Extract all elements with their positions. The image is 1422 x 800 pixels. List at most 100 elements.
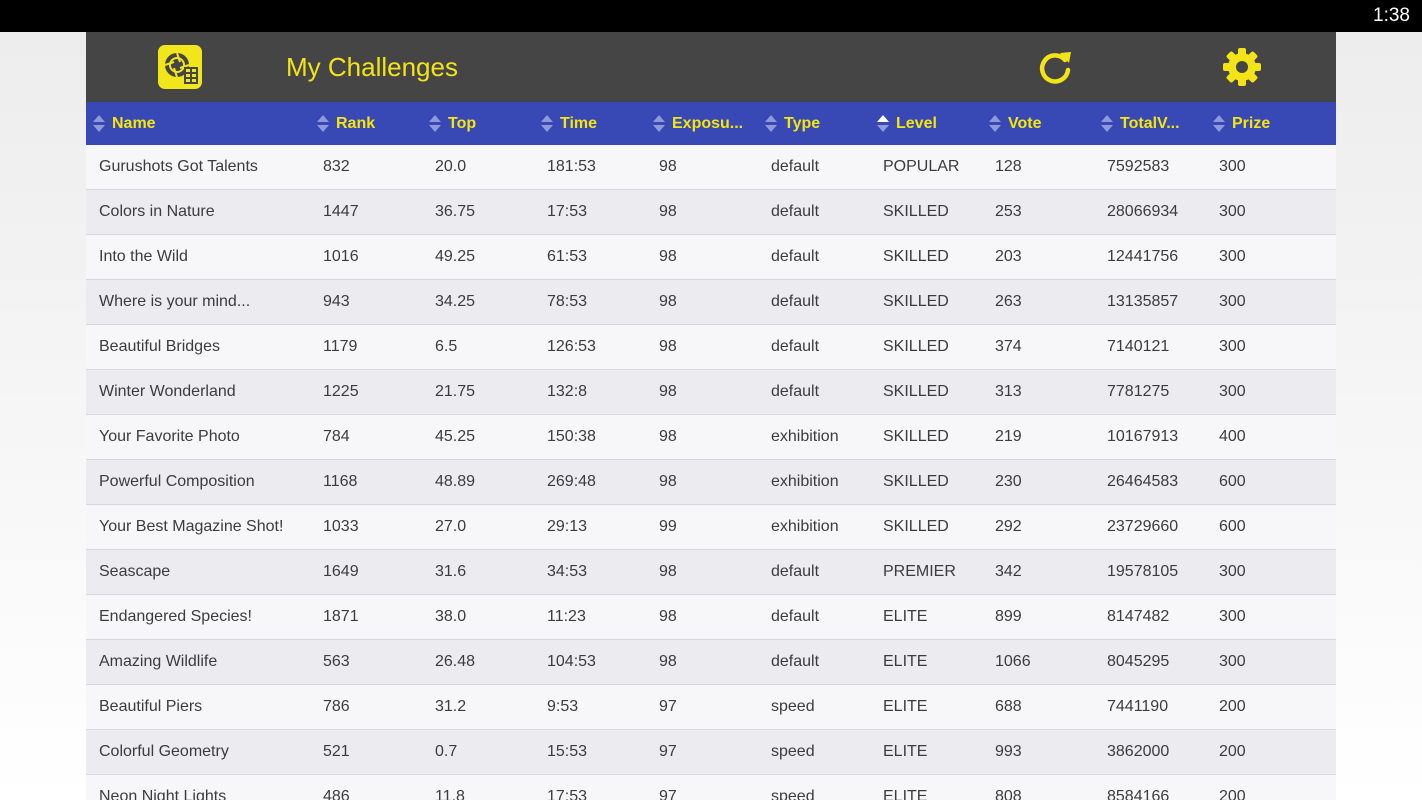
column-header-rank[interactable]: Rank: [310, 102, 375, 145]
table-row[interactable]: Into the Wild 1016 49.25 61:53 98 default SKIL…: [86, 235, 1336, 280]
cell-total-votes: 7592583: [1107, 158, 1170, 175]
column-header-exposure[interactable]: Exposu...: [646, 102, 743, 145]
cell-top: 34.25: [435, 293, 476, 310]
status-clock: 1:38: [1373, 5, 1410, 26]
column-header-top[interactable]: Top: [422, 102, 476, 145]
column-header-total-votes[interactable]: TotalV...: [1094, 102, 1180, 145]
column-header-name[interactable]: Name: [86, 102, 156, 145]
table-row[interactable]: Colorful Geometry 521 0.7 15:53 97 speed ELITE…: [86, 730, 1336, 775]
sort-icon: [429, 115, 441, 132]
column-header-label: Prize: [1232, 115, 1271, 132]
cell-top: 26.48: [435, 653, 476, 670]
column-header-time[interactable]: Time: [534, 102, 597, 145]
cell-name: Beautiful Bridges: [99, 338, 220, 355]
cell-vote: 313: [995, 383, 1022, 400]
table-row[interactable]: Neon Night Lights 486 11.8 17:53 97 speed ELIT…: [86, 775, 1336, 800]
cell-rank: 1179: [323, 338, 358, 355]
cell-level: ELITE: [883, 608, 928, 625]
column-header-label: Name: [112, 115, 156, 132]
cell-prize: 600: [1219, 518, 1246, 535]
cell-rank: 521: [323, 743, 350, 760]
cell-time: 126:53: [547, 338, 596, 355]
cell-exposure: 98: [659, 158, 677, 175]
table-row[interactable]: Winter Wonderland 1225 21.75 132:8 98 default…: [86, 370, 1336, 415]
cell-time: 9:53: [547, 698, 579, 715]
cell-time: 181:53: [547, 158, 596, 175]
cell-exposure: 98: [659, 473, 677, 490]
refresh-icon[interactable]: [1034, 46, 1076, 88]
gear-icon[interactable]: [1220, 45, 1264, 89]
column-header-level[interactable]: Level: [870, 102, 937, 145]
cell-vote: 899: [995, 608, 1022, 625]
cell-prize: 300: [1219, 383, 1246, 400]
table-row[interactable]: Where is your mind... 943 34.25 78:53 98 defa…: [86, 280, 1336, 325]
cell-rank: 1168: [323, 473, 358, 490]
cell-prize: 200: [1219, 698, 1246, 715]
cell-prize: 400: [1219, 428, 1246, 445]
cell-type: speed: [771, 698, 815, 715]
cell-rank: 1871: [323, 608, 359, 625]
cell-total-votes: 23729660: [1107, 518, 1179, 535]
camera-aperture-logo-icon[interactable]: [158, 45, 202, 89]
cell-name: Endangered Species!: [99, 608, 252, 625]
column-header-vote[interactable]: Vote: [982, 102, 1041, 145]
cell-prize: 300: [1219, 158, 1246, 175]
cell-exposure: 97: [659, 743, 677, 760]
cell-top: 11.8: [435, 788, 465, 800]
status-bar: 1:38: [0, 0, 1422, 32]
cell-exposure: 99: [659, 518, 677, 535]
cell-total-votes: 3862000: [1107, 743, 1170, 760]
sort-icon: [541, 115, 553, 132]
table-row[interactable]: Your Favorite Photo 784 45.25 150:38 98 exhib…: [86, 415, 1336, 460]
cell-type: default: [771, 608, 820, 625]
table-row[interactable]: Amazing Wildlife 563 26.48 104:53 98 default E…: [86, 640, 1336, 685]
table-header: Name Rank Top Time Exposu... Type Level Vote Tot…: [86, 102, 1336, 145]
cell-total-votes: 7140121: [1107, 338, 1170, 355]
table-row[interactable]: Gurushots Got Talents 832 20.0 181:53 98 defa…: [86, 145, 1336, 190]
cell-name: Your Favorite Photo: [99, 428, 240, 445]
cell-total-votes: 10167913: [1107, 428, 1179, 445]
cell-name: Your Best Magazine Shot!: [99, 518, 284, 535]
cell-level: ELITE: [883, 743, 928, 760]
sort-icon: [317, 115, 329, 132]
column-header-type[interactable]: Type: [758, 102, 820, 145]
cell-type: default: [771, 563, 820, 580]
cell-total-votes: 28066934: [1107, 203, 1179, 220]
table-row[interactable]: Beautiful Bridges 1179 6.5 126:53 98 default S…: [86, 325, 1336, 370]
cell-name: Beautiful Piers: [99, 698, 203, 715]
cell-total-votes: 7441190: [1107, 698, 1169, 715]
cell-rank: 1033: [323, 518, 359, 535]
cell-prize: 200: [1219, 788, 1246, 800]
cell-top: 48.89: [435, 473, 476, 490]
cell-prize: 600: [1219, 473, 1246, 490]
cell-level: SKILLED: [883, 383, 949, 400]
cell-level: SKILLED: [883, 203, 949, 220]
cell-exposure: 98: [659, 608, 677, 625]
column-header-prize[interactable]: Prize: [1206, 102, 1270, 145]
cell-rank: 1016: [323, 248, 359, 265]
cell-vote: 253: [995, 203, 1022, 220]
table-row[interactable]: Beautiful Piers 786 31.2 9:53 97 speed ELITE 68…: [86, 685, 1336, 730]
table-row[interactable]: Colors in Nature 1447 36.75 17:53 98 default S…: [86, 190, 1336, 235]
cell-rank: 1447: [323, 203, 359, 220]
table-row[interactable]: Seascape 1649 31.6 34:53 98 default PREMIER 342…: [86, 550, 1336, 595]
cell-name: Seascape: [99, 563, 171, 580]
table-row[interactable]: Your Best Magazine Shot! 1033 27.0 29:13 99 e…: [86, 505, 1336, 550]
cell-vote: 128: [995, 158, 1022, 175]
cell-total-votes: 8147482: [1107, 608, 1170, 625]
table-row[interactable]: Powerful Composition 1168 48.89 269:48 98 exh…: [86, 460, 1336, 505]
cell-name: Colors in Nature: [99, 203, 215, 220]
cell-level: ELITE: [883, 653, 928, 670]
page-title: My Challenges: [286, 52, 458, 82]
cell-prize: 300: [1219, 203, 1246, 220]
cell-name: Amazing Wildlife: [99, 653, 218, 670]
cell-time: 132:8: [547, 383, 588, 400]
cell-name: Gurushots Got Talents: [99, 158, 258, 175]
cell-exposure: 98: [659, 338, 677, 355]
cell-vote: 203: [995, 248, 1022, 265]
column-header-label: Top: [448, 115, 477, 132]
cell-level: SKILLED: [883, 428, 949, 445]
cell-vote: 808: [995, 788, 1022, 800]
table-row[interactable]: Endangered Species! 1871 38.0 11:23 98 defaul…: [86, 595, 1336, 640]
sort-icon: [653, 115, 665, 132]
